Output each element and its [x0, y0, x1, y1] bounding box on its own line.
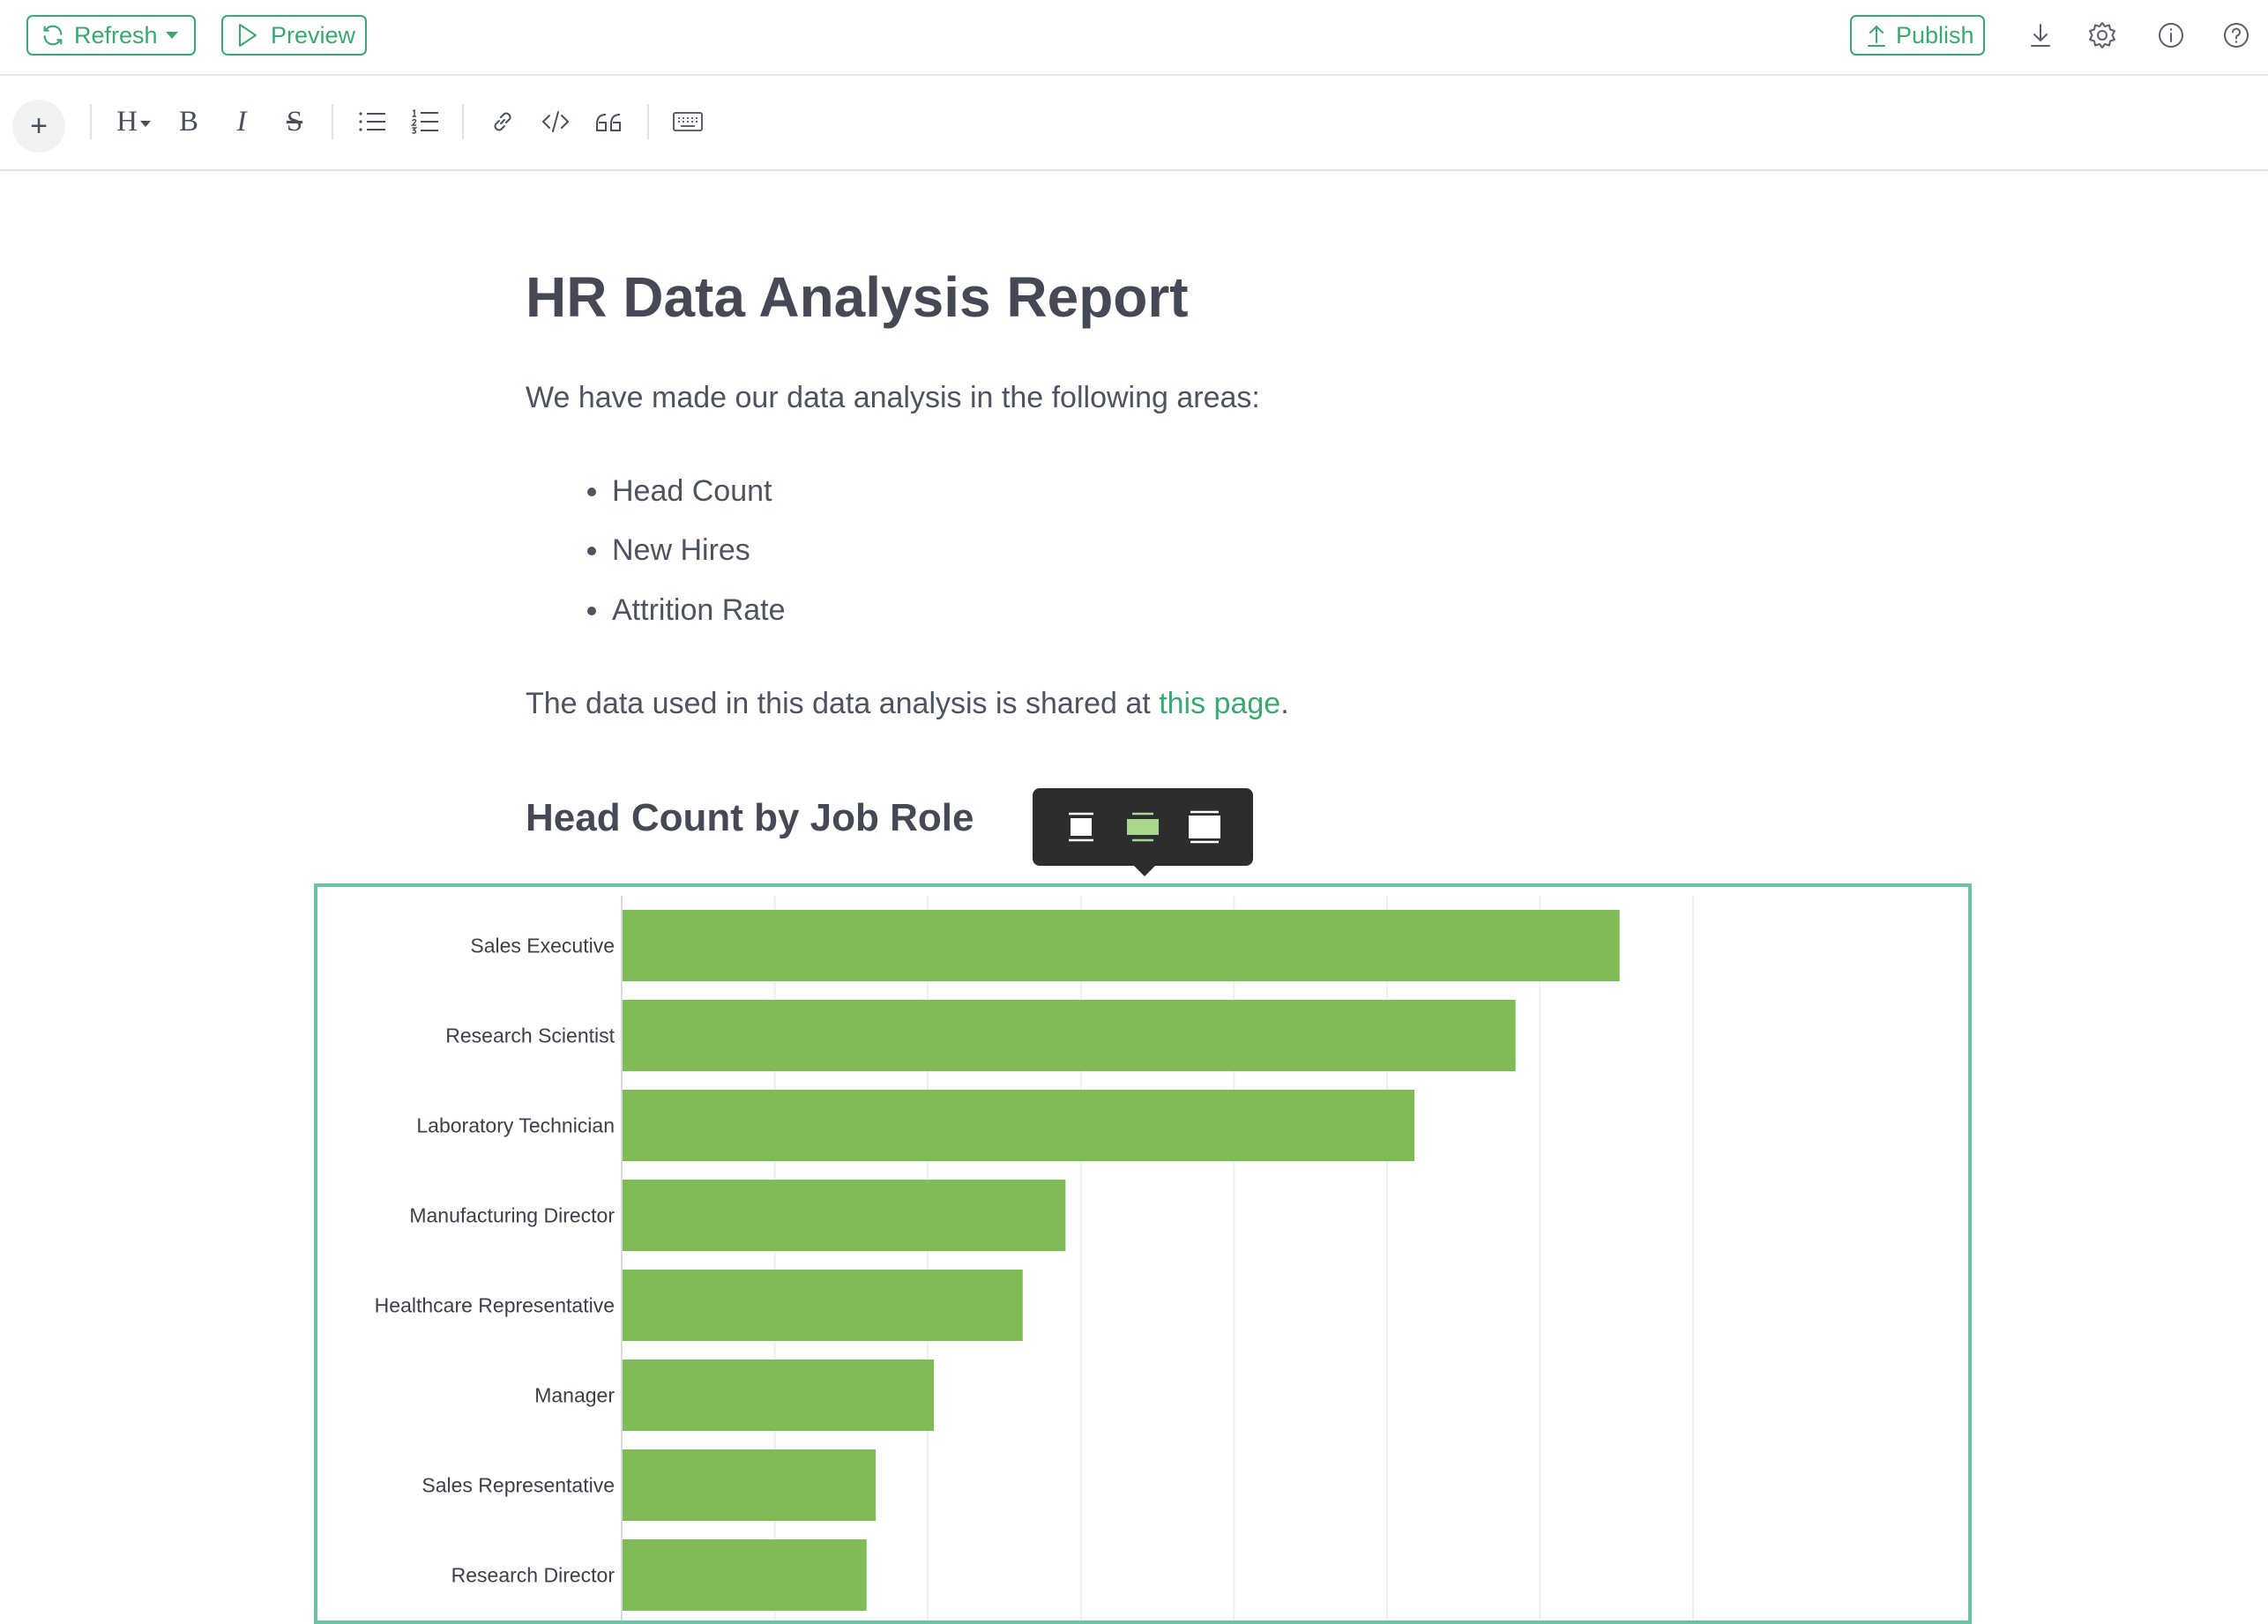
- list-item: Head Count: [587, 474, 772, 509]
- section-heading: Head Count by Job Role: [526, 796, 974, 839]
- list-item: Attrition Rate: [587, 593, 786, 628]
- list-item: New Hires: [587, 533, 750, 568]
- head-count-chart: Sales Executive Research Scientist Laborat…: [375, 896, 1694, 1620]
- bullet-dot: [587, 487, 596, 496]
- category-tick-label: Sales Executive: [470, 935, 615, 957]
- list-item-label: New Hires: [612, 533, 750, 567]
- category-tick-label: Research Director: [451, 1564, 615, 1587]
- intro-paragraph: We have made our data analysis in the fo…: [526, 381, 1260, 414]
- format-toolbar: + H B I S: [0, 76, 2268, 171]
- play-icon: [237, 23, 258, 48]
- refresh-label: Refresh: [74, 21, 158, 48]
- toolbar-divider: [90, 104, 92, 139]
- category-tick-label: Sales Representative: [422, 1474, 615, 1497]
- list-item-label: Head Count: [612, 474, 772, 508]
- strikethrough-label: S: [286, 105, 303, 138]
- align-inline-icon[interactable]: [1062, 808, 1100, 846]
- bullet-dot: [587, 546, 596, 555]
- preview-label: Preview: [271, 21, 356, 48]
- preview-button[interactable]: Preview: [221, 15, 367, 56]
- data-note-text: The data used in this data analysis is s…: [526, 687, 1160, 720]
- category-tick-label: Manager: [534, 1384, 615, 1407]
- gear-icon[interactable]: [2086, 19, 2118, 51]
- category-tick-label: Healthcare Representative: [375, 1294, 615, 1317]
- publish-label: Publish: [1896, 21, 1974, 48]
- link-icon[interactable]: [483, 102, 522, 141]
- strikethrough-button[interactable]: S: [275, 102, 314, 141]
- category-tick-label: Laboratory Technician: [416, 1114, 615, 1137]
- bar: [623, 1270, 1023, 1341]
- toolbar-divider: [332, 104, 333, 139]
- list-item-label: Attrition Rate: [612, 593, 786, 627]
- toolbar-pointer: [1134, 866, 1155, 876]
- data-source-paragraph: The data used in this data analysis is s…: [526, 687, 1289, 721]
- bar: [623, 1090, 1415, 1161]
- bar: [623, 1360, 935, 1431]
- add-block-button[interactable]: +: [12, 100, 65, 153]
- toolbar-divider: [647, 104, 649, 139]
- data-note-period: .: [1280, 687, 1289, 720]
- data-page-link[interactable]: this page: [1159, 687, 1281, 720]
- image-align-toolbar: [1033, 788, 1253, 876]
- bold-label: B: [178, 105, 198, 138]
- align-full-icon[interactable]: [1185, 808, 1224, 846]
- top-bar: Refresh Preview Publish: [0, 0, 2268, 76]
- bullet-dot: [587, 606, 596, 615]
- category-tick-label: Research Scientist: [445, 1024, 615, 1047]
- numbered-list-icon[interactable]: [406, 102, 444, 141]
- keyboard-icon[interactable]: [667, 102, 709, 141]
- page-title: HR Data Analysis Report: [526, 265, 1189, 329]
- info-icon[interactable]: [2155, 19, 2187, 51]
- quote-icon[interactable]: [589, 102, 628, 141]
- heading-label: H: [116, 105, 138, 138]
- bar: [623, 1539, 867, 1611]
- heading-button[interactable]: H: [109, 102, 159, 141]
- help-icon[interactable]: [2220, 19, 2252, 51]
- bar: [623, 1000, 1516, 1071]
- toolbar-divider: [462, 104, 464, 139]
- bar: [623, 1180, 1066, 1251]
- align-wide-icon[interactable]: [1123, 808, 1162, 846]
- refresh-button[interactable]: Refresh: [26, 15, 196, 56]
- publish-button[interactable]: Publish: [1850, 15, 1985, 56]
- italic-button[interactable]: I: [222, 102, 261, 141]
- chart-frame[interactable]: Sales Executive Research Scientist Laborat…: [314, 883, 1972, 1624]
- code-icon[interactable]: [536, 102, 575, 141]
- caret-down-icon: [165, 31, 179, 40]
- bar: [623, 910, 1620, 981]
- bullet-list-icon[interactable]: [353, 102, 392, 141]
- refresh-icon: [41, 23, 65, 48]
- upload-icon: [1866, 23, 1887, 48]
- download-icon[interactable]: [2025, 19, 2056, 51]
- italic-label: I: [236, 105, 247, 138]
- category-tick-label: Manufacturing Director: [409, 1204, 615, 1227]
- bar: [623, 1449, 877, 1521]
- bold-button[interactable]: B: [169, 102, 208, 141]
